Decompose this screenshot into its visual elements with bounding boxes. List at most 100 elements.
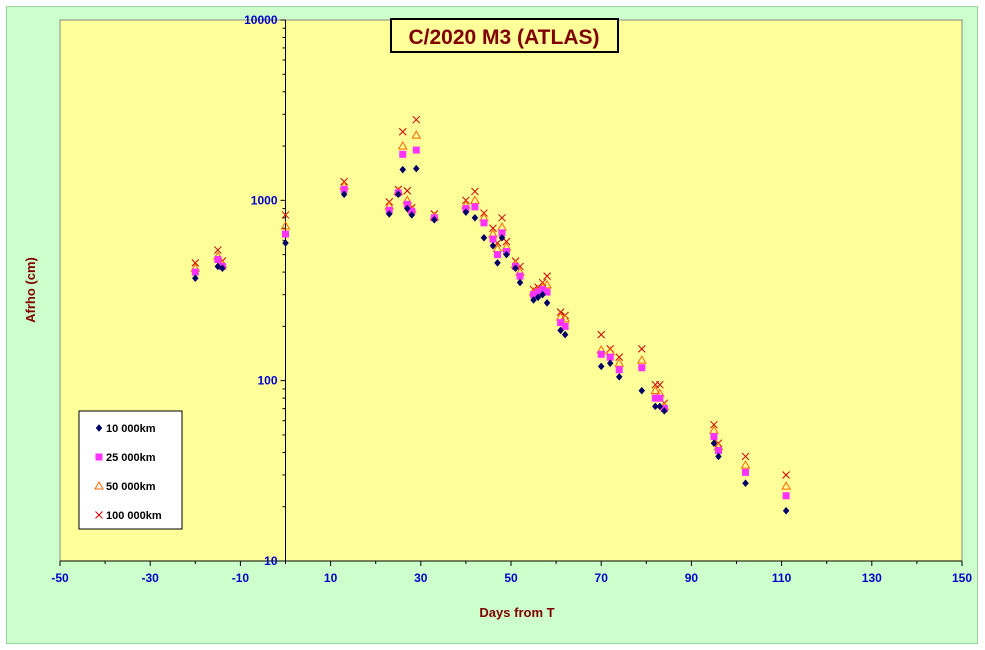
data-point (498, 213, 506, 222)
y-tick-label: 10000 (244, 13, 278, 27)
data-point (655, 380, 664, 389)
data-point (556, 308, 565, 316)
data-point (543, 288, 551, 296)
data-point (742, 479, 749, 488)
x-tick-label: -10 (232, 571, 250, 585)
data-point (471, 203, 479, 211)
data-point (560, 313, 570, 323)
x-tick-label: 50 (504, 571, 518, 585)
data-point (399, 165, 407, 174)
data-point (740, 460, 751, 469)
data-point (385, 210, 393, 218)
data-point (781, 481, 791, 490)
x-tick-label: 150 (952, 571, 972, 585)
data-point (398, 127, 407, 136)
data-point (557, 326, 564, 335)
data-point (512, 264, 519, 273)
y-tick-label: 1000 (251, 193, 278, 207)
plot-area (59, 19, 963, 562)
data-point (470, 195, 480, 204)
data-point (502, 237, 511, 246)
data-point (411, 130, 422, 139)
data-point (403, 186, 412, 195)
data-point (191, 259, 200, 267)
data-point (394, 190, 402, 199)
legend-label: 25 000km (106, 452, 156, 464)
series-diamond (191, 164, 790, 515)
legend-box (78, 410, 183, 530)
data-point (714, 446, 722, 454)
data-point (534, 288, 542, 296)
data-point (480, 233, 488, 242)
data-point (340, 185, 348, 193)
axis-ticks: 10 100 1000 10000 -50 -30 -10 10 30 50 70 90 110 130 1… (51, 13, 972, 585)
data-point (494, 258, 501, 267)
chart-title-box: C/2020 M3 (ATLAS) (390, 18, 619, 53)
data-point (282, 230, 289, 238)
data-point (561, 330, 569, 339)
legend: 10 000km 25 000km 50 000km 100 000km (78, 410, 183, 530)
legend-marker (95, 511, 103, 519)
data-point (191, 268, 199, 276)
data-point (412, 164, 420, 173)
x-tick-label: 70 (595, 571, 609, 585)
data-point (741, 452, 750, 461)
data-point (408, 211, 416, 219)
data-point (489, 241, 497, 250)
y-axis-title: Afrho (cm) (23, 257, 38, 323)
data-point (656, 394, 664, 402)
data-point (710, 420, 718, 429)
data-point (597, 330, 606, 339)
legend-label: 50 000km (106, 481, 156, 493)
data-point (561, 322, 569, 330)
data-point (539, 290, 546, 299)
data-point (557, 319, 565, 327)
x-tick-label: -30 (142, 571, 160, 585)
data-point (606, 359, 614, 368)
data-point (710, 433, 718, 441)
data-point (742, 468, 750, 476)
data-point (516, 272, 524, 280)
x-tick-label: 130 (862, 571, 882, 585)
data-point (606, 353, 614, 361)
data-point (710, 439, 718, 448)
data-point (597, 350, 605, 358)
data-point (219, 264, 226, 273)
data-point (615, 372, 623, 381)
y-tick-label: 100 (257, 374, 277, 388)
data-point (543, 298, 551, 307)
data-point (650, 385, 661, 395)
data-point (782, 506, 790, 515)
data-point (539, 286, 547, 294)
data-point (397, 141, 408, 150)
data-point (489, 224, 497, 233)
data-point (493, 251, 501, 259)
data-point (403, 204, 411, 213)
data-point (431, 215, 438, 224)
data-point (615, 353, 624, 362)
data-point (214, 255, 222, 263)
data-point (213, 246, 222, 254)
data-point (498, 233, 506, 242)
data-point (636, 355, 647, 364)
data-point (651, 402, 659, 411)
data-point (782, 471, 790, 479)
data-point (651, 394, 659, 402)
data-point (656, 402, 664, 411)
x-tick-label: 110 (772, 571, 792, 585)
x-tick-label: -50 (51, 571, 69, 585)
data-point (637, 345, 646, 353)
data-point (282, 239, 289, 247)
data-point (715, 452, 722, 461)
data-point (403, 200, 411, 208)
data-point (615, 366, 623, 374)
x-tick-label: 10 (324, 571, 338, 585)
legend-marker (95, 424, 103, 432)
chart-title: C/2020 M3 (ATLAS) (409, 26, 600, 49)
data-point (597, 362, 605, 371)
data-point (542, 279, 552, 289)
x-axis-title: Days from T (479, 605, 554, 620)
legend-label: 10 000km (106, 423, 156, 435)
